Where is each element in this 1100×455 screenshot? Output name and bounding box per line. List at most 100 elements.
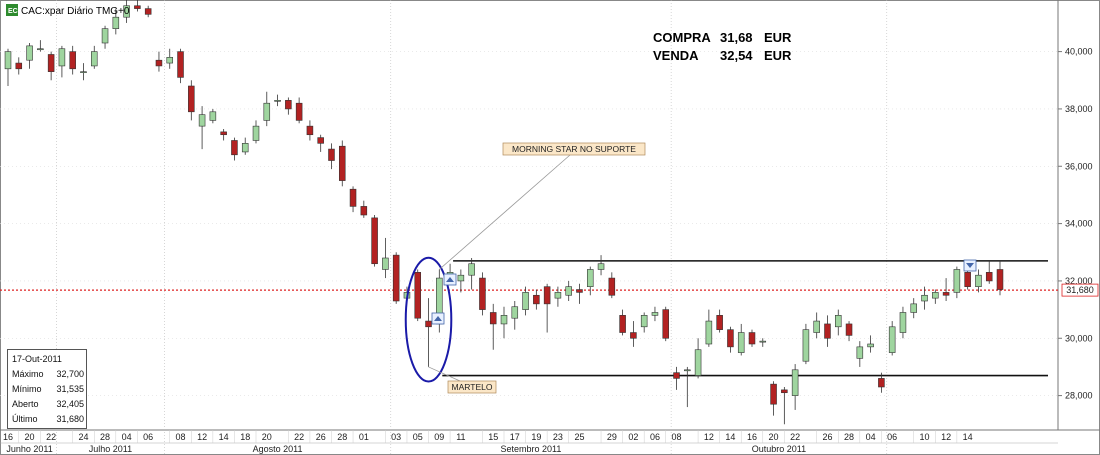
month-label: Setembro 2011 <box>501 444 562 454</box>
info-value: 31,535 <box>56 384 84 394</box>
candle <box>673 366 680 390</box>
candle <box>90 45 98 69</box>
x-tick-label: 25 <box>574 432 584 442</box>
info-row-last: Último 31,680 <box>12 414 84 427</box>
x-tick-label: 10 <box>920 432 930 442</box>
x-tick-label: 12 <box>197 432 207 442</box>
pattern-markers <box>431 259 977 325</box>
candle <box>619 309 626 336</box>
x-tick-label: 22 <box>46 432 56 442</box>
info-label: Aberto <box>12 399 39 409</box>
candle <box>727 326 734 353</box>
candle <box>188 80 195 121</box>
candle <box>845 321 853 342</box>
x-tick-label: 20 <box>262 432 272 442</box>
x-tick-label: 08 <box>672 432 682 442</box>
candle <box>220 129 227 141</box>
info-row-low: Mínimo 31,535 <box>12 384 84 397</box>
candle <box>759 338 767 347</box>
x-axis: 16 20 22 24 28 04 06 08 12 14 18 20 22 26 28 01 03 05 09 11… <box>3 430 973 454</box>
candle <box>69 45 76 75</box>
candle <box>4 48 12 86</box>
candle <box>565 280 572 301</box>
candle <box>705 309 713 347</box>
candle <box>684 366 691 408</box>
y-tick-label: 30,000 <box>1065 333 1093 343</box>
month-label: Outubro 2011 <box>752 444 806 454</box>
candle <box>479 272 486 316</box>
info-value: 32,700 <box>56 369 84 379</box>
annotation-leader-line <box>439 154 571 270</box>
x-tick-label: 29 <box>607 432 617 442</box>
candle <box>371 215 378 267</box>
candle <box>317 134 324 152</box>
x-tick-label: 06 <box>650 432 660 442</box>
morning-star-annotation: MORNING STAR NO SUPORTE <box>502 142 646 156</box>
ohlc-info-panel: 17-Out-2011 Máximo 32,700 Mínimo 31,535 … <box>7 349 87 429</box>
x-tick-label: 18 <box>240 432 250 442</box>
candle <box>349 186 357 213</box>
x-tick-label: 19 <box>531 432 541 442</box>
candle <box>80 63 87 81</box>
info-label: Último <box>12 414 38 424</box>
candle <box>824 315 831 347</box>
candle <box>554 286 562 307</box>
x-tick-label: 16 <box>3 432 13 442</box>
candle <box>888 321 896 356</box>
x-tick-label: 04 <box>122 432 132 442</box>
candle <box>511 301 519 330</box>
svg-text:EC: EC <box>8 8 18 15</box>
x-tick-label: 14 <box>725 432 735 442</box>
candle <box>533 289 540 310</box>
last-price-label: 31,680 <box>1066 285 1094 295</box>
candle <box>382 237 389 279</box>
buy-value: 31,68 <box>720 30 753 45</box>
candle <box>586 266 594 296</box>
candle <box>457 269 465 293</box>
x-tick-label: 12 <box>941 432 951 442</box>
info-label: Mínimo <box>12 384 42 394</box>
candle <box>630 321 637 347</box>
candle <box>781 387 788 425</box>
candle <box>101 25 109 49</box>
candle <box>134 0 141 12</box>
candle <box>468 258 475 290</box>
x-tick-label: 11 <box>456 432 465 442</box>
chart-title: CAC:xpar Diário TMG+0 <box>21 6 130 17</box>
y-tick-label: 38,000 <box>1065 104 1093 114</box>
candle <box>295 97 303 124</box>
info-date: 17-Out-2011 <box>12 354 62 364</box>
x-tick-label: 06 <box>143 432 153 442</box>
x-tick-label: 22 <box>294 432 304 442</box>
x-tick-label: 22 <box>790 432 800 442</box>
x-tick-label: 01 <box>359 432 369 442</box>
candle <box>209 108 217 124</box>
x-tick-label: 16 <box>747 432 757 442</box>
x-tick-label: 23 <box>553 432 563 442</box>
candle <box>328 143 335 170</box>
martelo-label: MARTELO <box>452 382 493 392</box>
candle <box>306 120 314 141</box>
info-label: Máximo <box>12 369 44 379</box>
x-tick-label: 28 <box>844 432 854 442</box>
candle <box>274 94 281 107</box>
candle <box>144 5 152 18</box>
candle <box>608 272 616 299</box>
x-tick-label: 20 <box>769 432 779 442</box>
sell-unit: EUR <box>764 48 792 63</box>
candle <box>834 309 842 336</box>
candle <box>651 306 659 322</box>
candle <box>112 8 120 35</box>
x-tick-label: 02 <box>628 432 638 442</box>
candle <box>489 303 497 350</box>
candle <box>576 283 583 304</box>
candle <box>37 40 44 52</box>
candles <box>4 0 1004 425</box>
candle <box>414 269 422 322</box>
candle <box>177 48 184 84</box>
x-tick-label: 28 <box>100 432 110 442</box>
month-label: Agosto 2011 <box>253 444 303 454</box>
candle <box>392 252 400 304</box>
candle <box>198 106 206 150</box>
pattern-highlight-ellipse <box>404 256 453 383</box>
